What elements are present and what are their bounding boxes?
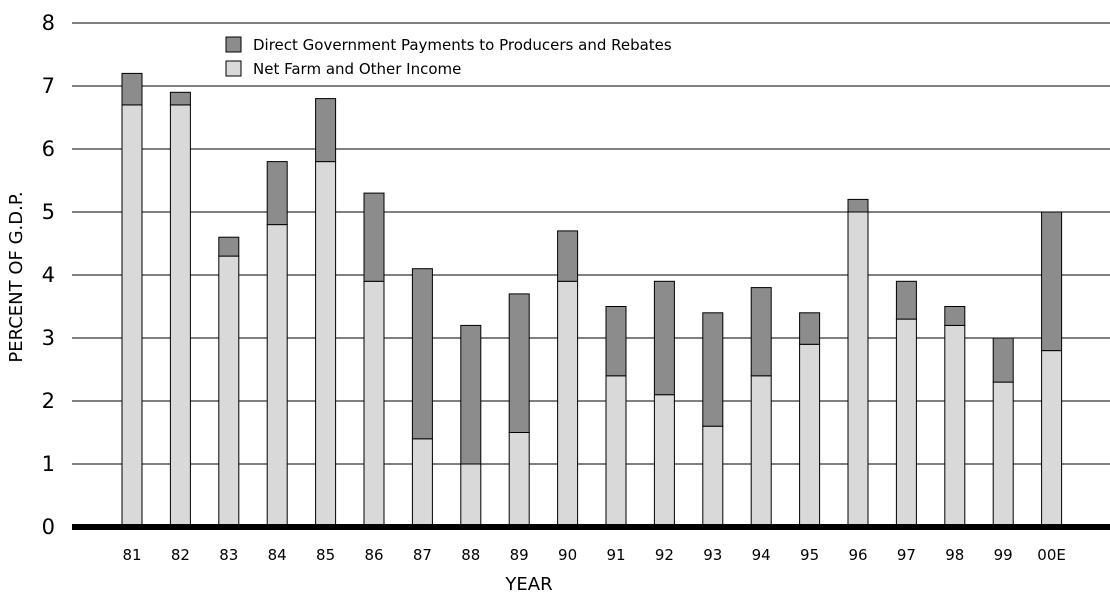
y-tick-label: 1: [42, 452, 55, 476]
bar-government-payments: [702, 312, 724, 427]
bar-government-payments: [944, 306, 966, 326]
bar-net-farm-income: [508, 432, 530, 528]
x-tick-label: 99: [994, 546, 1013, 564]
x-tick-label: 89: [510, 546, 529, 564]
bar-government-payments: [508, 293, 530, 433]
legend-swatch: [225, 36, 242, 53]
bar-government-payments: [315, 98, 337, 163]
y-tick-label: 7: [42, 74, 55, 98]
bar-net-farm-income: [1041, 350, 1063, 528]
bar-government-payments: [169, 91, 191, 106]
bar-net-farm-income: [653, 394, 675, 528]
x-tick-label: 93: [703, 546, 722, 564]
y-axis-title: PERCENT OF G.D.P.: [6, 191, 27, 362]
legend-label: Net Farm and Other Income: [253, 60, 461, 78]
bar-government-payments: [992, 337, 1014, 383]
x-tick-label: 00E: [1037, 546, 1066, 564]
bar-government-payments: [121, 72, 143, 106]
x-tick-label: 97: [897, 546, 916, 564]
legend-swatch: [225, 60, 242, 77]
bar-net-farm-income: [169, 104, 191, 528]
y-tick-label: 0: [42, 515, 55, 539]
bar-net-farm-income: [605, 375, 627, 528]
bar-net-farm-income: [218, 255, 240, 528]
x-tick-label: 87: [413, 546, 432, 564]
bar-government-payments: [411, 268, 433, 440]
x-tick-label: 94: [752, 546, 771, 564]
x-axis-tick-labels: 81 82 83 84 85 86 87 88 89 90 91 92 93 94 95 96 97 98 99 00…: [122, 546, 1065, 564]
legend: Direct Government Payments to Producers …: [225, 36, 672, 78]
bar-net-farm-income: [944, 324, 966, 528]
x-tick-label: 95: [800, 546, 819, 564]
bar-government-payments: [895, 280, 917, 320]
x-tick-label: 91: [606, 546, 625, 564]
x-tick-label: 96: [848, 546, 867, 564]
y-tick-label: 5: [42, 200, 55, 224]
y-tick-label: 8: [42, 11, 55, 35]
bar-net-farm-income: [411, 438, 433, 528]
x-tick-label: 88: [461, 546, 480, 564]
bar-government-payments: [460, 324, 482, 465]
bar-net-farm-income: [460, 463, 482, 528]
x-tick-label: 85: [316, 546, 335, 564]
x-axis-baseline: [72, 524, 1110, 530]
x-tick-label: 86: [364, 546, 383, 564]
bar-government-payments: [847, 198, 869, 213]
x-tick-label: 92: [655, 546, 674, 564]
x-tick-label: 84: [268, 546, 287, 564]
bar-government-payments: [605, 306, 627, 377]
bar-government-payments: [218, 236, 240, 257]
x-axis-title: YEAR: [504, 574, 552, 595]
bar-net-farm-income: [847, 211, 869, 528]
x-tick-label: 83: [219, 546, 238, 564]
bar-net-farm-income: [799, 343, 821, 528]
bars: [121, 72, 1063, 528]
y-axis-tick-labels: 0 1 2 3 4 5 6 7 8: [42, 11, 55, 539]
bar-net-farm-income: [702, 425, 724, 528]
bar-net-farm-income: [992, 381, 1014, 528]
y-tick-label: 4: [42, 263, 55, 287]
bar-net-farm-income: [750, 375, 772, 528]
gridlines: [72, 22, 1110, 465]
bar-government-payments: [653, 280, 675, 396]
bar-net-farm-income: [363, 280, 385, 528]
bar-government-payments: [363, 192, 385, 282]
bar-net-farm-income: [266, 224, 288, 528]
bar-government-payments: [557, 230, 579, 282]
bar-net-farm-income: [895, 318, 917, 528]
bar-government-payments: [799, 312, 821, 345]
bar-net-farm-income: [557, 280, 579, 528]
y-tick-label: 6: [42, 137, 55, 161]
bar-government-payments: [266, 161, 288, 226]
bar-net-farm-income: [121, 104, 143, 528]
x-tick-label: 81: [122, 546, 141, 564]
x-tick-label: 90: [558, 546, 577, 564]
y-tick-label: 2: [42, 389, 55, 413]
y-tick-label: 3: [42, 326, 55, 350]
bar-government-payments: [750, 287, 772, 377]
x-tick-label: 82: [171, 546, 190, 564]
legend-label: Direct Government Payments to Producers …: [253, 36, 672, 54]
x-tick-label: 98: [945, 546, 964, 564]
bar-net-farm-income: [315, 161, 337, 528]
bar-government-payments: [1041, 211, 1063, 352]
